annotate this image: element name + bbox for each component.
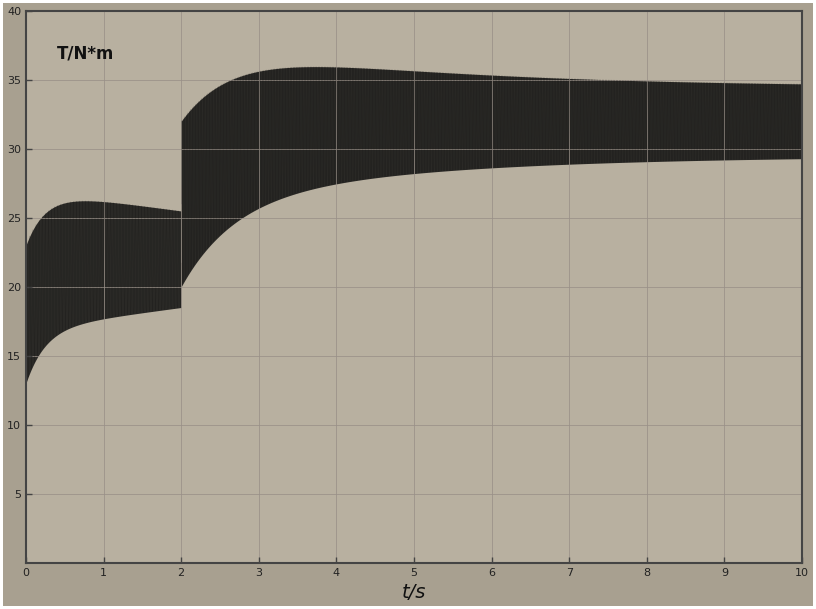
Text: T/N*m: T/N*m [57, 44, 114, 62]
X-axis label: t/s: t/s [401, 583, 426, 602]
